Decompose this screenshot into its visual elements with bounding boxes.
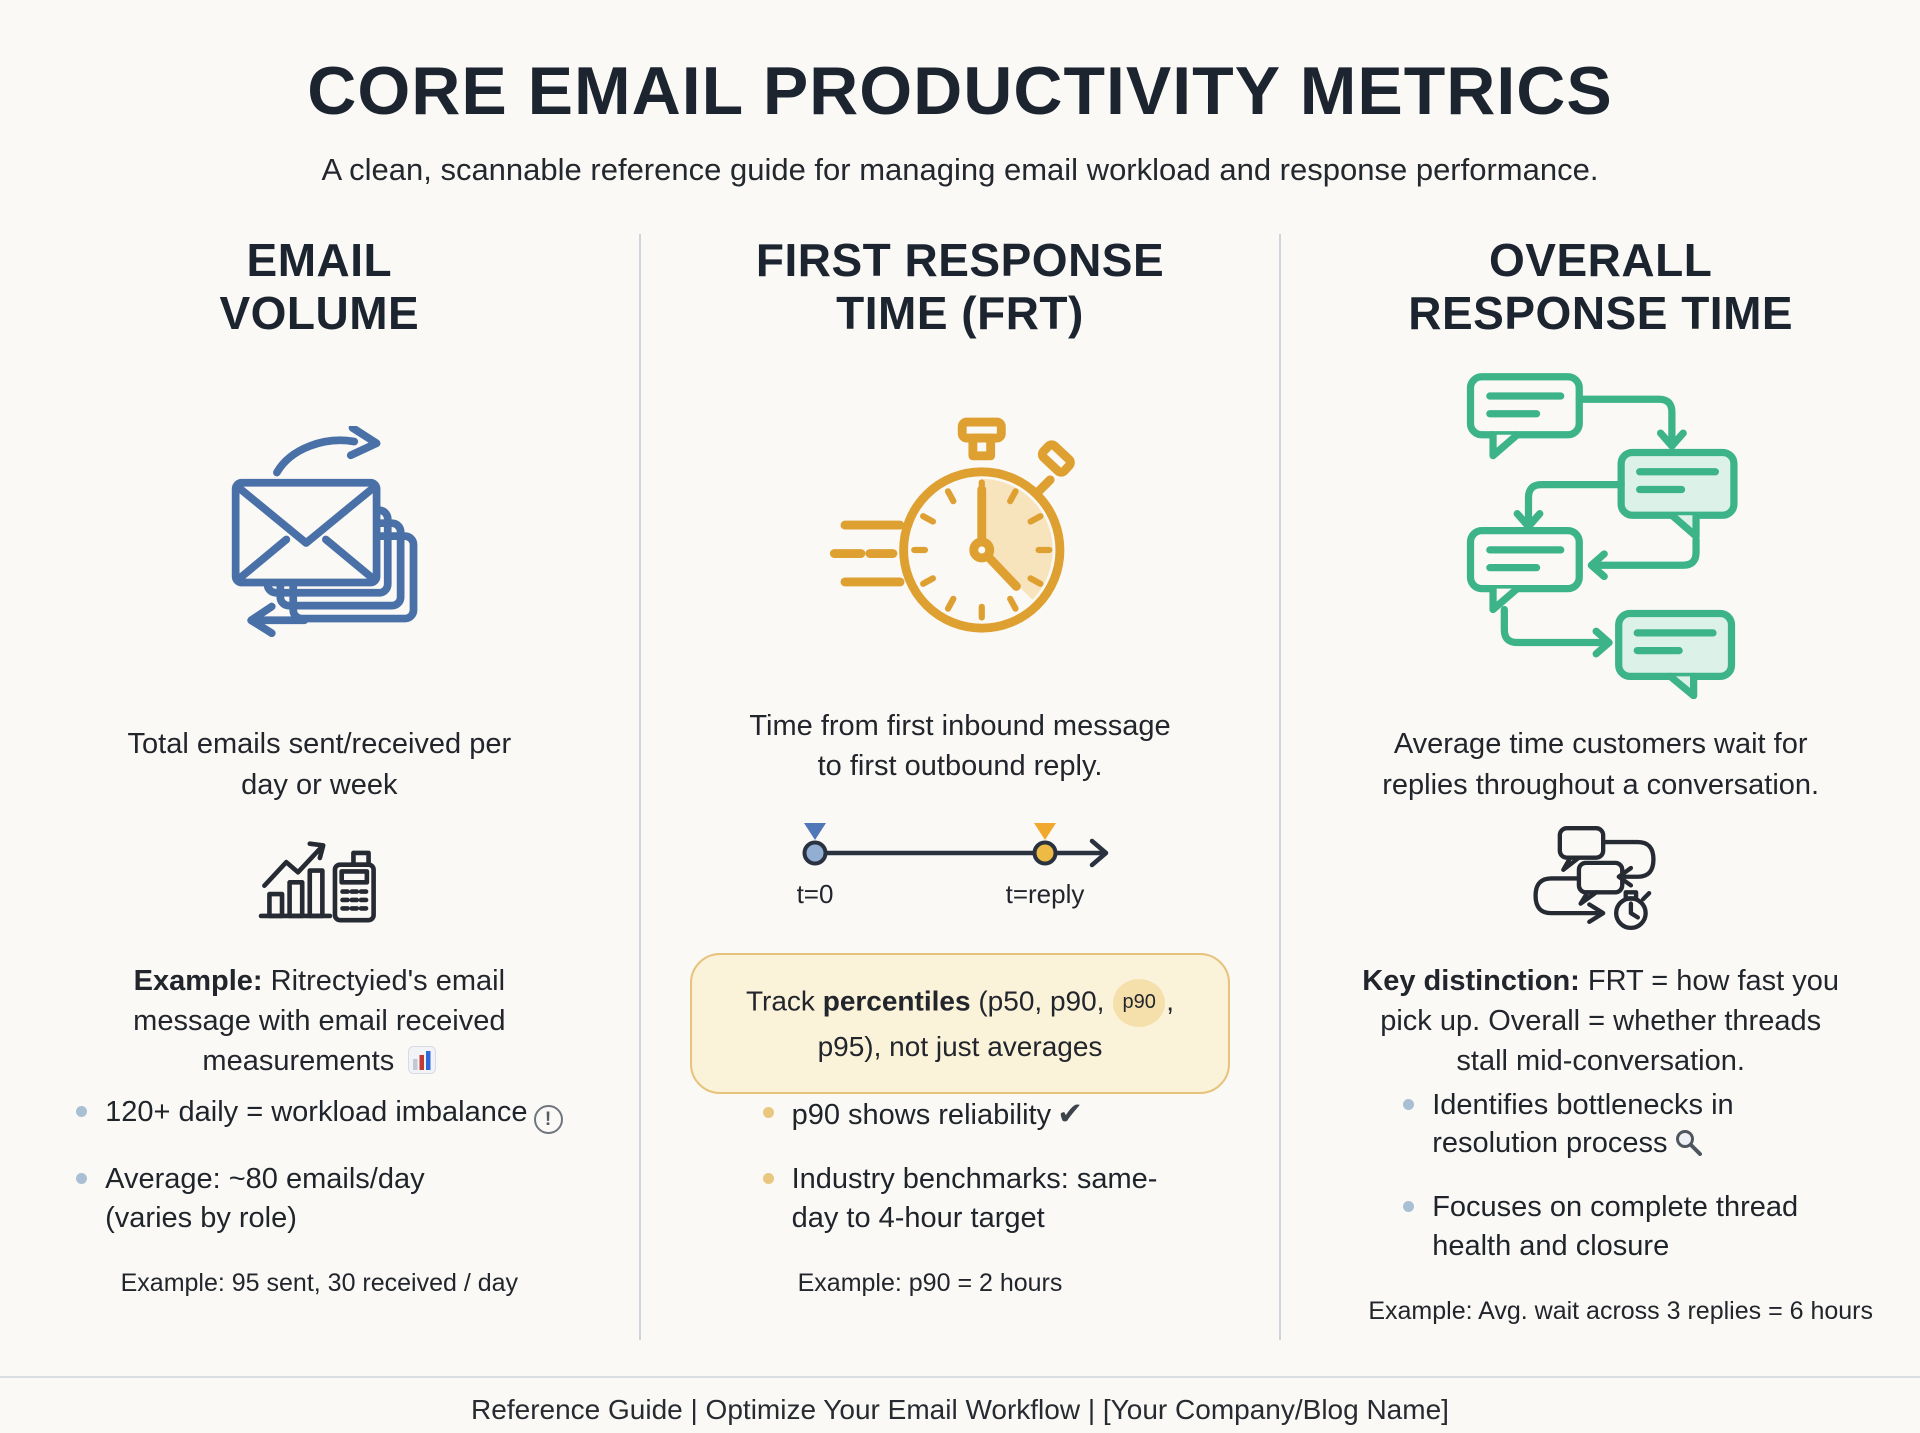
overall-icon-area [1456, 358, 1746, 708]
overall-example: Example: Avg. wait across 3 replies = 6 … [1368, 1297, 1873, 1325]
bullet-dot [1403, 1201, 1415, 1213]
bullet-item: 120+ daily = workload imbalance! [76, 1093, 563, 1135]
column-email-volume: EMAIL VOLUME [0, 234, 639, 1340]
thread-clock-icon-area [1525, 805, 1677, 957]
thread-clock-icon [1533, 825, 1656, 930]
callout-bold: percentiles [822, 985, 971, 1017]
email-volume-description: Total emails sent/received per day or we… [127, 728, 512, 801]
bullet-item: Focuses on complete thread health and cl… [1403, 1188, 1798, 1265]
bullet-label: Industry benchmarks: same- day to 4-hour… [791, 1163, 1158, 1234]
percentiles-callout: Track percentiles (p50, p90, p90, p95), … [690, 952, 1230, 1094]
overall-description: Average time customers wait for replies … [1382, 728, 1820, 801]
callout-text: Track [745, 985, 823, 1017]
bullet-dot [762, 1173, 774, 1185]
page-title: CORE EMAIL PRODUCTIVITY METRICS [307, 53, 1613, 129]
note-lead: Example: [133, 965, 263, 998]
overall-note: Key distinction: FRT = how fast you pick… [1362, 961, 1839, 1081]
footer-text: Reference Guide | Optimize Your Email Wo… [471, 1394, 1449, 1425]
frt-example: Example: p90 = 2 hours [797, 1269, 1063, 1297]
bullet-label: Identifies bottlenecks in resolution pro… [1432, 1088, 1734, 1160]
bullet-text: Focuses on complete thread health and cl… [1432, 1188, 1798, 1265]
callout-text: , p95), not just averages [817, 985, 1175, 1062]
timeline-start-label: t=0 [796, 878, 834, 909]
bullet-item: p90 shows reliability ✔ [762, 1094, 1158, 1135]
frt-icon-area [829, 353, 1091, 690]
email-volume-note: Example: Ritrectyied's email message wit… [133, 961, 505, 1081]
email-volume-bullets: 120+ daily = workload imbalance! Average… [76, 1093, 563, 1237]
bullet-dot [762, 1106, 774, 1118]
bullet-item: Identifies bottlenecks in resolution pro… [1403, 1086, 1798, 1163]
email-stack-icon [232, 425, 418, 637]
bullet-text: p90 shows reliability ✔ [792, 1094, 1084, 1135]
page-subtitle: A clean, scannable reference guide for m… [321, 152, 1599, 187]
bullet-item: Industry benchmarks: same- day to 4-hour… [762, 1160, 1158, 1237]
column-overall-response-time: OVERALL RESPONSE TIME [1281, 234, 1920, 1340]
email-volume-icon-area [203, 358, 435, 708]
bullet-text: Industry benchmarks: same- day to 4-hour… [792, 1160, 1158, 1237]
email-volume-example: Example: 95 sent, 30 received / day [120, 1269, 519, 1297]
bullet-dot [76, 1173, 88, 1185]
stopwatch-icon [829, 417, 1075, 633]
overall-title: OVERALL RESPONSE TIME [1408, 234, 1794, 340]
note-text: Ritrectyied's email message with email r… [133, 965, 506, 1078]
timeline-end-label: t=reply [1005, 878, 1085, 909]
frt-description: Time from first inbound message to first… [749, 709, 1171, 783]
note-lead: Key distinction: [1362, 965, 1580, 998]
frt-title: FIRST RESPONSE TIME (FRT) [755, 234, 1165, 340]
bullet-label: Focuses on complete thread health and cl… [1432, 1191, 1799, 1262]
bullet-label: Average: ~80 emails/day (varies by role) [105, 1163, 425, 1234]
check-mark-icon: ✔ [1057, 1095, 1084, 1131]
column-first-response-time: FIRST RESPONSE TIME (FRT) [638, 234, 1282, 1340]
metric-columns: EMAIL VOLUME [0, 234, 1920, 1340]
bullet-dot [76, 1106, 88, 1118]
bullet-text: Identifies bottlenecks in resolution pro… [1432, 1086, 1733, 1163]
timeline-graphic [802, 822, 1109, 868]
bullet-dot [1403, 1098, 1415, 1110]
p90-badge: p90 [1113, 978, 1166, 1027]
overall-bullets: Identifies bottlenecks in resolution pro… [1403, 1086, 1798, 1265]
magnifier-icon [1675, 1130, 1702, 1157]
bullet-item: Average: ~80 emails/day (varies by role) [76, 1160, 562, 1237]
alert-circle-icon: ! [533, 1105, 563, 1135]
callout-text: (p50, p90, [970, 985, 1113, 1017]
footer: Reference Guide | Optimize Your Email Wo… [0, 1376, 1920, 1426]
bullet-label: 120+ daily = workload imbalance [105, 1096, 528, 1129]
timeline-labels: t=0 t=reply [760, 879, 1160, 915]
chart-calculator-icon [259, 841, 377, 923]
bullet-text: Average: ~80 emails/day (varies by role) [105, 1160, 424, 1237]
email-volume-title: EMAIL VOLUME [219, 234, 420, 340]
frt-bullets: p90 shows reliability ✔ Industry benchmar… [762, 1094, 1158, 1237]
bullet-text: 120+ daily = workload imbalance! [105, 1093, 563, 1135]
chat-flow-icon [1466, 373, 1738, 699]
bullet-label: p90 shows reliability [791, 1098, 1052, 1131]
note-text: FRT = how fast you pick up. Overall = wh… [1380, 965, 1840, 1078]
chart-calculator-icon-area [256, 805, 382, 957]
frt-timeline-diagram: t=0 t=reply [760, 821, 1160, 915]
bar-chart-emoji-icon [408, 1046, 437, 1075]
